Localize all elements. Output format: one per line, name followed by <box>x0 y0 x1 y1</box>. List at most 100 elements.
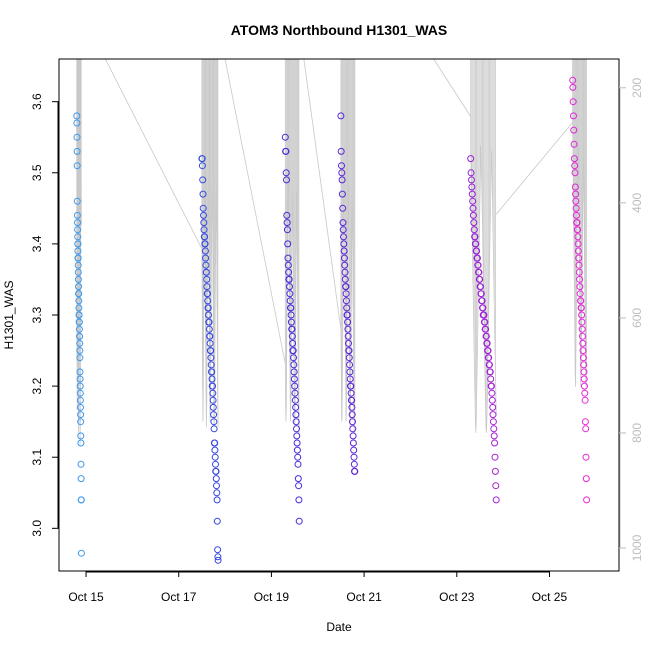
data-point <box>569 76 577 84</box>
data-point <box>338 176 346 184</box>
data-point <box>467 169 475 177</box>
data-point <box>488 396 496 404</box>
data-point <box>208 375 216 383</box>
data-point <box>282 169 290 177</box>
data-point <box>202 254 210 262</box>
data-point <box>490 425 498 433</box>
data-point <box>468 183 476 191</box>
data-point <box>580 375 588 383</box>
data-point <box>73 119 81 127</box>
data-point <box>73 162 81 170</box>
data-point <box>295 496 303 504</box>
data-point <box>294 453 302 461</box>
data-point <box>73 211 81 219</box>
data-point <box>286 290 294 298</box>
data-point <box>76 396 84 404</box>
data-point <box>77 475 85 483</box>
transit-track <box>303 58 342 330</box>
data-point <box>212 475 220 483</box>
data-point <box>484 347 492 355</box>
y-tick-label: 3.3 <box>30 306 44 323</box>
data-point <box>570 112 577 120</box>
data-point <box>478 297 486 305</box>
data-point <box>491 467 499 475</box>
data-point <box>283 176 290 184</box>
data-point <box>76 332 84 340</box>
data-point <box>572 204 580 212</box>
data-point <box>283 219 291 227</box>
data-point <box>571 169 579 177</box>
data-point <box>213 496 221 504</box>
data-point <box>74 233 82 241</box>
data-point <box>467 155 475 163</box>
data-point <box>339 219 347 227</box>
data-point <box>342 297 350 305</box>
data-point <box>76 375 84 383</box>
data-point <box>73 197 81 205</box>
data-point <box>210 411 218 419</box>
data-point <box>204 297 212 305</box>
data-point <box>73 133 81 141</box>
data-point <box>577 297 585 305</box>
data-point <box>289 339 297 347</box>
data-point <box>75 304 83 312</box>
data-point <box>479 304 487 312</box>
data-point <box>473 247 481 255</box>
data-point <box>77 439 85 447</box>
data-point <box>294 475 302 483</box>
data-point <box>569 83 577 91</box>
data-point <box>288 325 296 333</box>
data-point <box>291 389 299 397</box>
data-point <box>347 389 355 397</box>
data-point <box>77 496 85 504</box>
data-point <box>480 311 488 319</box>
data-point <box>344 318 352 326</box>
data-point <box>492 482 500 490</box>
data-point <box>214 546 222 554</box>
data-point <box>570 126 578 134</box>
data-point <box>207 354 215 362</box>
data-point <box>341 268 349 276</box>
data-point <box>76 354 84 362</box>
data-point <box>350 453 358 461</box>
data-point <box>345 354 353 362</box>
data-point <box>483 339 491 347</box>
data-point <box>74 275 82 283</box>
right-tick-label: 200 <box>630 77 644 97</box>
transit-track <box>495 122 573 215</box>
data-point <box>205 318 213 326</box>
data-point <box>77 403 84 411</box>
data-point <box>205 325 213 333</box>
data-point <box>485 354 493 362</box>
data-point <box>349 439 357 447</box>
data-point <box>574 226 582 234</box>
data-point <box>76 368 84 376</box>
data-point <box>579 347 587 355</box>
data-point <box>340 240 348 248</box>
data-point <box>283 211 291 219</box>
data-point <box>199 176 207 184</box>
data-point <box>211 439 219 447</box>
data-point <box>582 453 590 461</box>
data-point <box>339 204 347 212</box>
data-point <box>340 247 348 255</box>
chart-title: ATOM3 Northbound H1301_WAS <box>231 22 448 38</box>
data-point <box>290 368 298 376</box>
y-tick-label: 3.6 <box>30 93 44 110</box>
right-pressure-axis: 200 400 600 800 1000 <box>619 77 644 561</box>
data-point <box>346 361 354 369</box>
data-point <box>491 439 499 447</box>
data-point <box>209 382 216 390</box>
data-point <box>213 517 221 525</box>
data-point <box>569 98 577 106</box>
data-point <box>214 553 222 561</box>
data-point <box>338 162 345 170</box>
data-point <box>210 418 218 426</box>
data-point <box>203 275 211 283</box>
data-point <box>486 368 494 376</box>
data-point <box>283 226 291 234</box>
data-point <box>340 233 347 241</box>
data-point <box>342 290 350 298</box>
data-point <box>295 517 303 525</box>
data-point <box>211 446 219 454</box>
